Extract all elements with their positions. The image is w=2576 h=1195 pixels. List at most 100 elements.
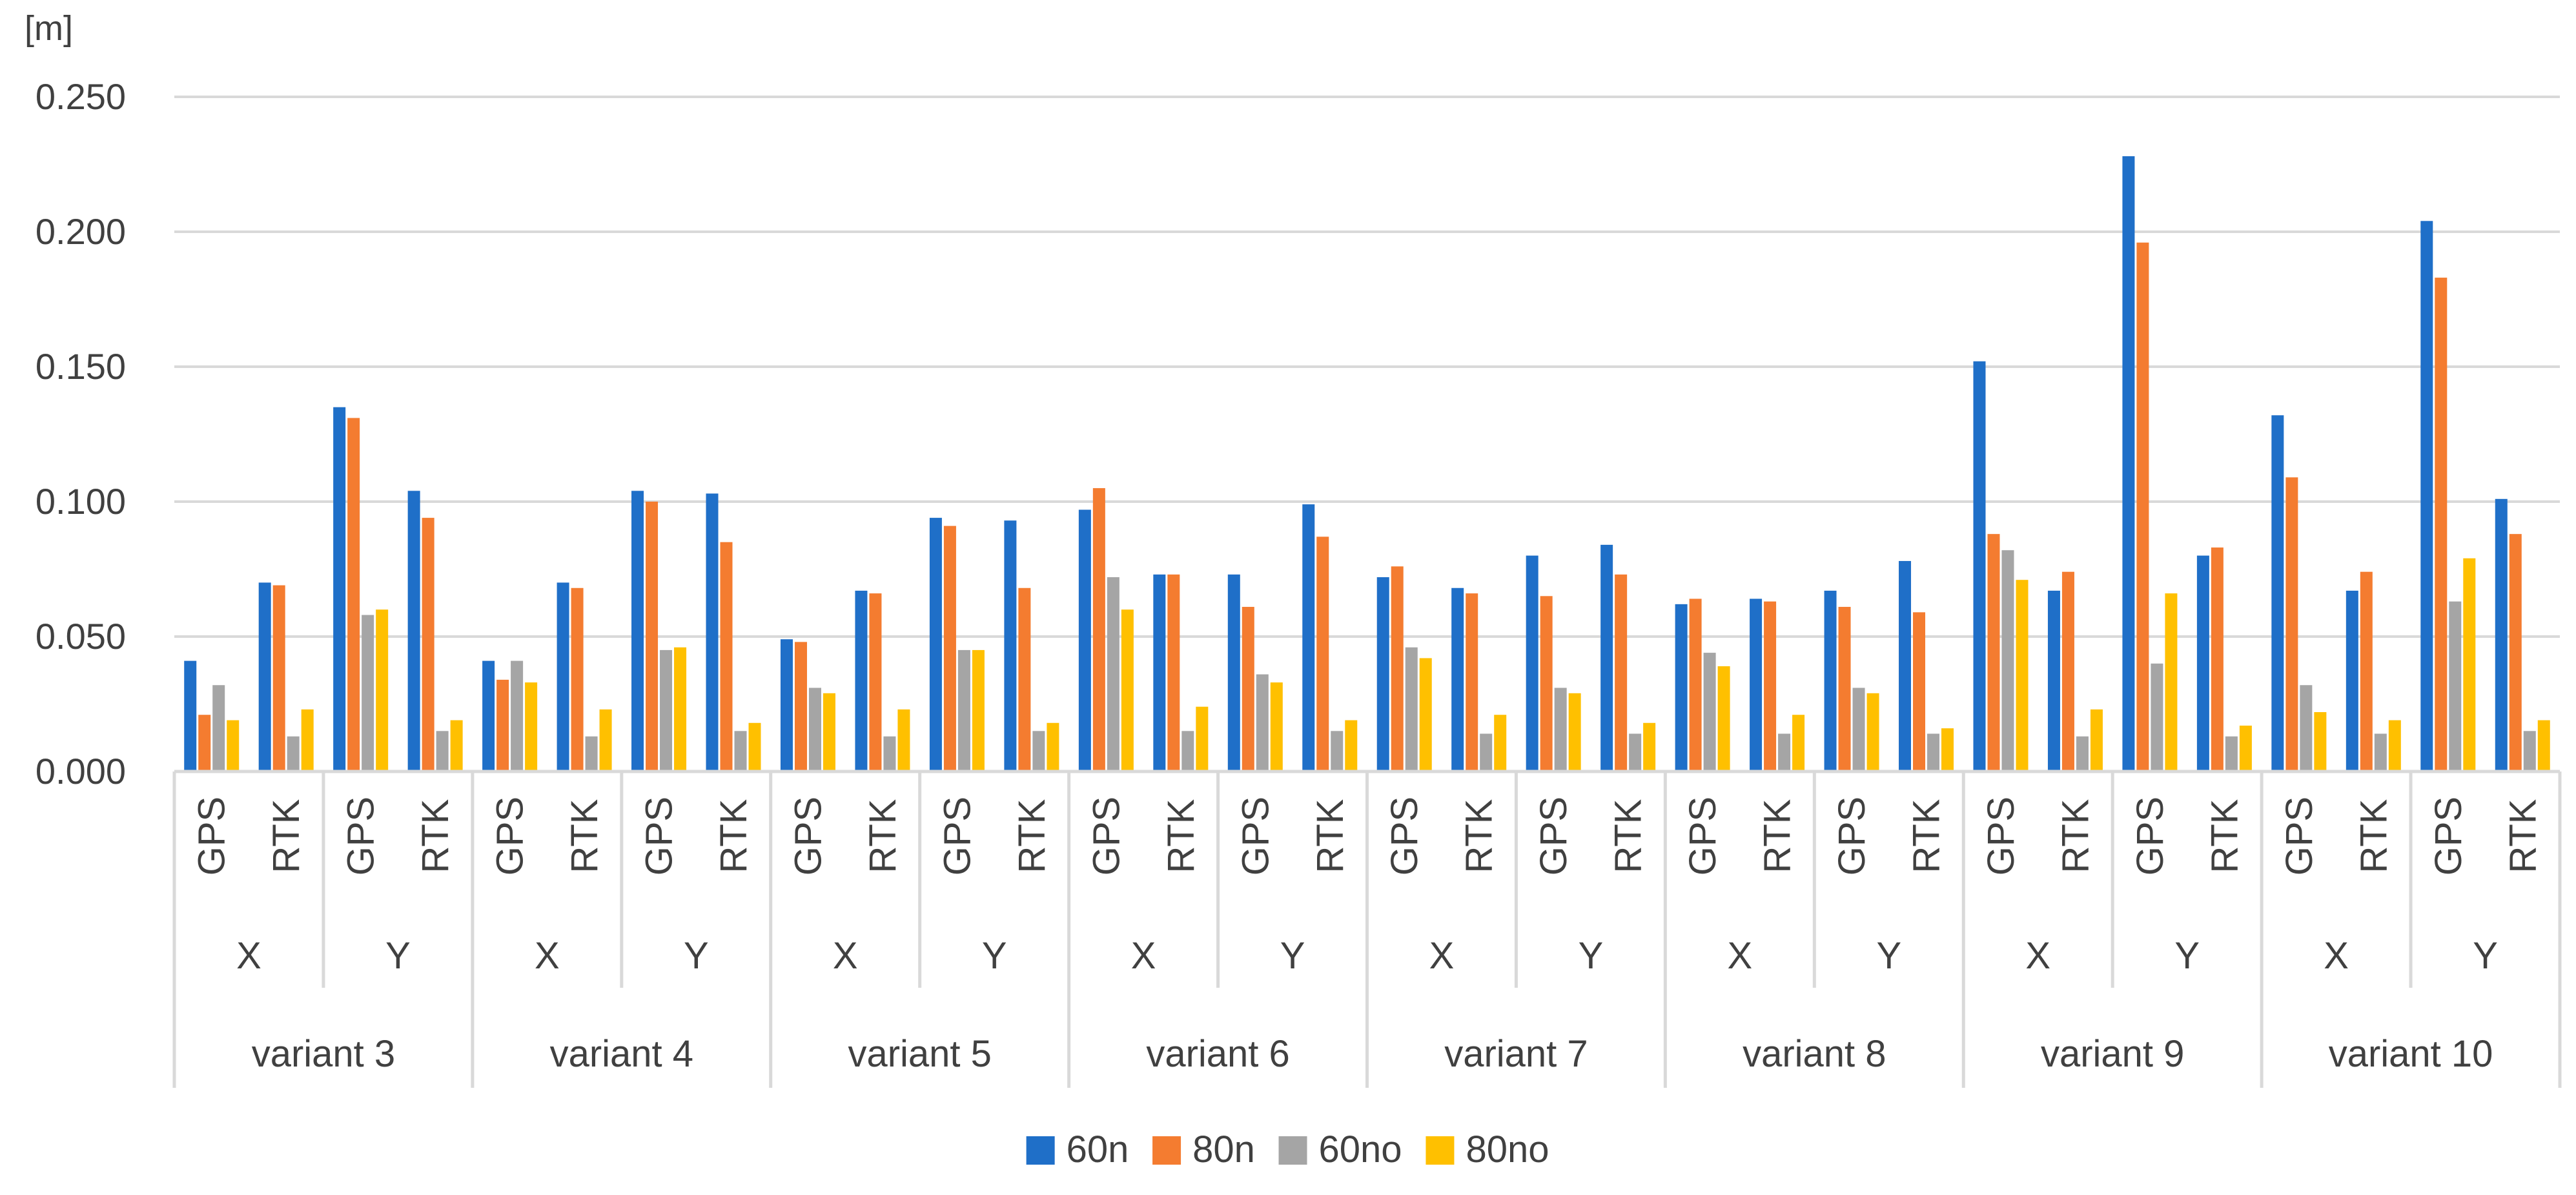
legend-label: 80no [1466, 1129, 1549, 1170]
x-tick-label-group: variant 7 [1444, 1033, 1588, 1075]
bar-60no [1256, 674, 1269, 771]
bar-60no [1703, 653, 1716, 771]
bar-60n [1750, 598, 1763, 771]
bar-60n [258, 582, 271, 771]
bar-60n [2196, 555, 2209, 771]
bar-80n [1466, 593, 1478, 771]
x-tick-label-group: variant 9 [2041, 1033, 2184, 1075]
bar-80no [1494, 715, 1507, 771]
bar-80n [1092, 488, 1105, 771]
x-tick-label-method: RTK [1608, 799, 1650, 873]
bar-60no [362, 615, 374, 771]
bar-80n [1764, 601, 1777, 771]
x-tick-label-method: GPS [191, 797, 233, 876]
x-tick-label-axis: X [236, 935, 261, 977]
bar-80n [2509, 534, 2522, 771]
y-tick-label: 0.150 [36, 346, 126, 387]
bar-60n [929, 518, 942, 771]
bar-80no [748, 722, 761, 771]
x-tick-label-method: RTK [862, 799, 904, 873]
bar-80no [1568, 693, 1581, 771]
legend-swatch-80n [1152, 1136, 1181, 1165]
bar-60n [1451, 587, 1464, 771]
bar-80no [2537, 720, 2550, 771]
bar-60no [1554, 688, 1567, 771]
x-tick-label-axis: Y [1876, 935, 1901, 977]
x-tick-label-group: variant 8 [1743, 1033, 1886, 1075]
x-tick-label-group: variant 10 [2329, 1033, 2493, 1075]
x-tick-label-method: GPS [1682, 797, 1724, 876]
x-tick-label-method: GPS [787, 797, 829, 876]
bar-60no [2001, 550, 2014, 771]
x-tick-label-method: GPS [1533, 797, 1575, 876]
bar-60no [883, 736, 896, 771]
x-tick-label-method: RTK [1458, 799, 1500, 873]
bar-60no [2523, 731, 2536, 771]
bars [184, 156, 2550, 772]
bar-60n [706, 493, 719, 771]
x-tick-label-axis: Y [2174, 935, 2200, 977]
legend-label: 60n [1067, 1129, 1129, 1170]
bar-80n [1689, 598, 1702, 771]
x-tick-label-method: GPS [2278, 797, 2320, 876]
x-tick-label-method: RTK [2203, 799, 2245, 873]
bar-80no [1717, 666, 1730, 771]
bar-60n [2420, 221, 2433, 771]
bar-80n [869, 593, 882, 771]
bar-60no [2449, 601, 2462, 771]
bar-80n [1242, 607, 1254, 771]
bar-80no [1270, 682, 1283, 771]
x-tick-label-method: GPS [1980, 797, 2022, 876]
bar-60no [287, 736, 300, 771]
legend-label: 80n [1192, 1129, 1255, 1170]
bar-80no [1941, 728, 1954, 771]
bar-80no [1196, 706, 1209, 771]
bar-80n [347, 418, 360, 771]
legend: 60n 80n 60no 80no [1026, 1129, 1549, 1170]
x-tick-label-method: RTK [1011, 799, 1053, 873]
x-tick-label-method: RTK [2054, 799, 2096, 873]
x-tick-label-axis: X [1429, 935, 1455, 977]
bar-80n [720, 542, 733, 771]
bar-80n [2360, 571, 2373, 771]
bar-80no [1047, 722, 1059, 771]
bar-80no [227, 720, 240, 771]
x-tick-label-group: variant 6 [1146, 1033, 1289, 1075]
x-tick-label-method: RTK [2353, 799, 2395, 873]
bar-60no [1629, 733, 1642, 771]
bar-60no [1927, 733, 1940, 771]
bar-60no [2374, 733, 2387, 771]
bar-80no [1866, 693, 1879, 771]
x-tick-label-axis: X [1131, 935, 1156, 977]
bar-80n [2136, 242, 2149, 772]
bar-80n [2061, 571, 2074, 771]
x-tick-label-axis: X [2025, 935, 2050, 977]
bar-60n [2122, 156, 2135, 771]
bar-80no [1643, 722, 1656, 771]
bar-60no [1852, 688, 1865, 771]
bar-60n [2271, 415, 2284, 771]
x-tick-label-group: variant 5 [848, 1033, 991, 1075]
bar-80no [1121, 609, 1134, 771]
bar-80no [897, 709, 910, 771]
bar-60no [734, 731, 747, 771]
bar-60n [1153, 574, 1166, 771]
bar-60n [2346, 590, 2358, 771]
legend-label: 60no [1319, 1129, 1402, 1170]
x-tick-label-method: RTK [414, 799, 456, 873]
y-tick-label: 0.050 [36, 616, 126, 657]
bar-60no [1331, 731, 1344, 771]
x-tick-label-axis: Y [1579, 935, 1604, 977]
bar-60no [511, 660, 524, 771]
bar-80n [1615, 574, 1628, 771]
bar-80no [376, 609, 389, 771]
bar-60n [1600, 544, 1613, 771]
bar-60no [436, 731, 449, 771]
x-tick-label-method: GPS [2428, 797, 2469, 876]
x-tick-label-axis: Y [982, 935, 1007, 977]
bar-80no [823, 693, 835, 771]
bar-60n [1376, 577, 1389, 771]
x-tick-label-method: RTK [1160, 799, 1202, 873]
category-axis: GPS RTK GPS RTK GPS RTK GPS RTK GPS RTK GPS RTK GPS R… [172, 770, 2562, 1088]
x-tick-label-method: GPS [1234, 797, 1276, 876]
